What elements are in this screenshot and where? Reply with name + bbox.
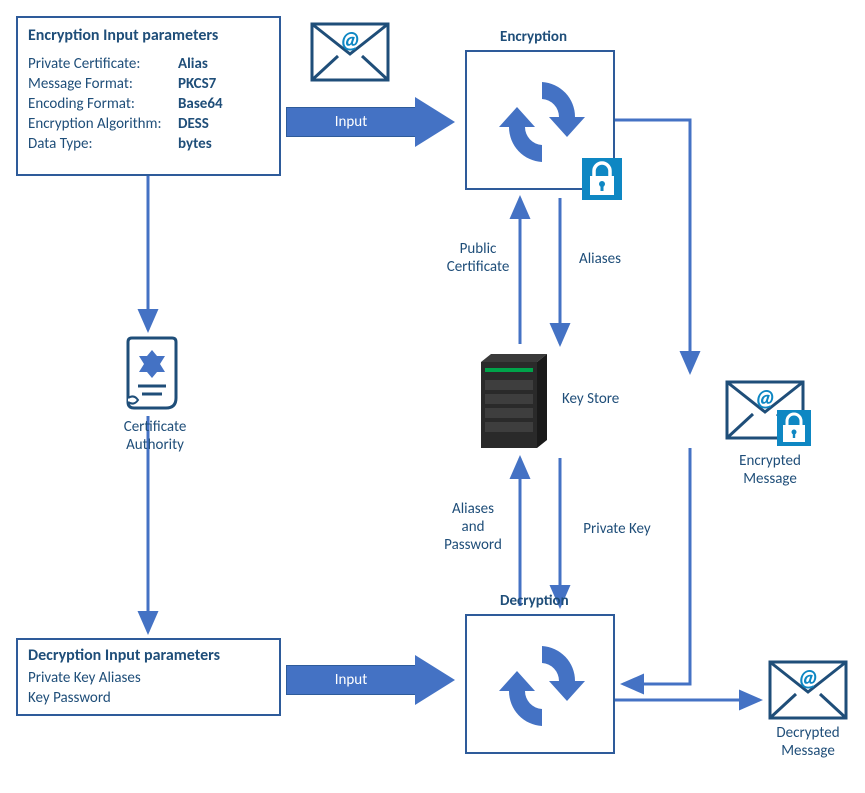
decrypted-message-label: Decrypted Message (768, 724, 848, 760)
enc-params-box: Encryption Input parameters Private Cert… (16, 16, 281, 176)
param-row: Data Type:bytes (28, 135, 269, 153)
param-label: Data Type: (28, 135, 178, 153)
message-icon: @ (310, 22, 390, 82)
input-arrow-enc: Input (286, 100, 461, 144)
enc-params-rows: Private Certificate:AliasMessage Format:… (28, 55, 269, 153)
param-row: Encryption Algorithm:DESS (28, 115, 269, 133)
aliases-pwd-label: Aliases and Password (438, 500, 508, 554)
input-arrow-dec-label: Input (286, 665, 416, 695)
param-value: bytes (178, 135, 212, 153)
param-row: Message Format:PKCS7 (28, 75, 269, 93)
svg-text:@: @ (754, 384, 776, 413)
enc-params-title: Encryption Input parameters (28, 26, 269, 45)
dec-param-line: Private Key Aliases (28, 669, 269, 689)
keystore-label: Key Store (562, 390, 642, 408)
decrypted-message-icon: @ (768, 660, 848, 720)
keystore-icon (475, 350, 550, 457)
svg-text:@: @ (797, 664, 819, 693)
encryption-title: Encryption (500, 28, 567, 46)
priv-key-label: Private Key (572, 520, 662, 538)
param-value: Base64 (178, 95, 223, 113)
arrow-enc-encmsg (615, 120, 690, 372)
arrow-encmsg-dec (623, 448, 690, 684)
param-row: Private Certificate:Alias (28, 55, 269, 73)
param-label: Encoding Format: (28, 95, 178, 113)
svg-text:@: @ (339, 26, 361, 55)
param-value: PKCS7 (178, 75, 216, 93)
dec-param-line: Key Password (28, 689, 269, 709)
aliases-label: Aliases (570, 250, 630, 268)
lock-icon (582, 158, 622, 200)
param-row: Encoding Format:Base64 (28, 95, 269, 113)
param-value: DESS (178, 115, 209, 133)
dec-params-lines: Private Key AliasesKey Password (28, 669, 269, 708)
swap-icon (467, 616, 617, 756)
param-label: Private Certificate: (28, 55, 178, 73)
encrypted-message-label: Encrypted Message (725, 452, 815, 488)
param-value: Alias (178, 55, 208, 73)
lock-icon (777, 410, 811, 446)
input-arrow-enc-label: Input (286, 107, 416, 137)
dec-params-box: Decryption Input parameters Private Key … (16, 638, 281, 716)
param-label: Encryption Algorithm: (28, 115, 178, 133)
certificate-authority-icon (120, 336, 184, 419)
input-arrow-dec: Input (286, 658, 461, 702)
encrypted-message-icon: @ (725, 380, 805, 440)
certificate-authority-label: Certificate Authority (110, 418, 200, 454)
param-label: Message Format: (28, 75, 178, 93)
decryption-box (465, 614, 615, 754)
dec-params-title: Decryption Input parameters (28, 646, 269, 665)
pub-cert-label: Public Certificate (438, 240, 518, 276)
decryption-title: Decryption (500, 592, 569, 610)
